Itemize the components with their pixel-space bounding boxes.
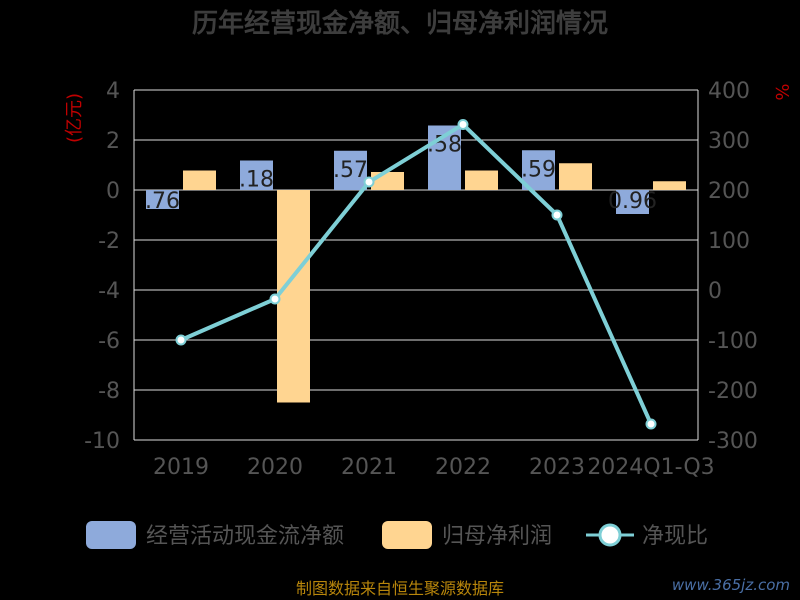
gridlines	[133, 89, 699, 441]
right-tick-label: 0	[708, 279, 722, 304]
left-tick-label: 0	[106, 179, 120, 204]
x-tick-label: 2019	[153, 455, 209, 480]
x-tick-label: 2024Q1-Q3	[587, 455, 714, 480]
legend-marker-cash-ratio	[598, 523, 622, 547]
legend: 经营活动现金流净额 归母净利润 净现比	[86, 521, 708, 549]
chart-title: 历年经营现金净额、归母净利润情况	[192, 8, 608, 39]
bars	[146, 125, 686, 403]
ratio-point	[363, 176, 375, 188]
left-unit-label: (亿元)	[64, 93, 85, 143]
ratio-point	[457, 119, 469, 130]
right-tick-label: 100	[708, 229, 750, 254]
bar-net-profit	[559, 163, 592, 190]
bar-net-profit	[465, 170, 498, 190]
left-tick-label: 2	[106, 129, 120, 154]
legend-item-net-profit[interactable]: 归母净利润	[382, 521, 552, 549]
bar-value-label: 0.96	[608, 189, 657, 214]
bar-operating-cash	[146, 190, 179, 209]
legend-label-cash-ratio: 净现比	[642, 524, 708, 549]
bar-value-label: .59	[521, 157, 556, 182]
left-tick-label: -10	[84, 429, 120, 454]
x-axis-ticks: 2019 2020 2021 2022 2023 2024Q1-Q3	[153, 455, 715, 480]
left-tick-label: -2	[98, 229, 120, 254]
bar-value-labels: .76.18.57.58.590.96	[145, 133, 657, 215]
x-tick-label: 2021	[341, 455, 397, 480]
ratio-point	[175, 334, 187, 346]
bar-operating-cash	[522, 150, 555, 190]
legend-swatch-net-profit	[382, 521, 432, 549]
bar-net-profit	[653, 181, 686, 190]
bar-net-profit	[183, 170, 216, 190]
ratio-line-path	[180, 122, 653, 425]
watermark: www.365jz.com	[672, 576, 790, 594]
right-tick-label: 400	[708, 79, 750, 104]
source-note: 制图数据来自恒生聚源数据库	[296, 579, 504, 598]
right-tick-label: -100	[708, 329, 758, 354]
bar-operating-cash	[334, 150, 367, 190]
right-tick-label: 200	[708, 179, 750, 204]
legend-item-operating-cash[interactable]: 经营活动现金流净额	[86, 521, 344, 549]
legend-item-cash-ratio[interactable]: 净现比	[586, 523, 708, 549]
bar-net-profit	[371, 172, 404, 190]
right-tick-label: -300	[708, 429, 758, 454]
legend-swatch-operating-cash	[86, 521, 136, 549]
ratio-line	[175, 119, 657, 430]
left-tick-label: -6	[98, 329, 120, 354]
ratio-point	[269, 293, 281, 305]
ratio-point	[645, 418, 657, 430]
x-tick-label: 2023	[529, 455, 585, 480]
right-unit-label: %	[771, 83, 792, 100]
left-axis-ticks: 4 2 0 -2 -4 -6 -8 -10	[84, 79, 120, 454]
bar-value-label: .76	[145, 189, 180, 214]
x-tick-label: 2022	[435, 455, 491, 480]
bar-operating-cash	[240, 160, 273, 190]
left-tick-label: -8	[98, 379, 120, 404]
right-tick-label: 300	[708, 129, 750, 154]
right-axis-ticks: 400 300 200 100 0 -100 -200 -300	[708, 79, 758, 454]
left-tick-label: 4	[106, 79, 120, 104]
right-tick-label: -200	[708, 379, 758, 404]
x-tick-label: 2020	[247, 455, 303, 480]
legend-label-net-profit: 归母净利润	[442, 524, 552, 549]
legend-label-operating-cash: 经营活动现金流净额	[146, 524, 344, 549]
bar-operating-cash	[616, 190, 649, 214]
bar-net-profit	[277, 190, 310, 403]
bar-value-label: .18	[239, 168, 274, 193]
ratio-point	[551, 209, 563, 221]
left-tick-label: -4	[98, 279, 120, 304]
bar-value-label: .57	[333, 158, 368, 183]
